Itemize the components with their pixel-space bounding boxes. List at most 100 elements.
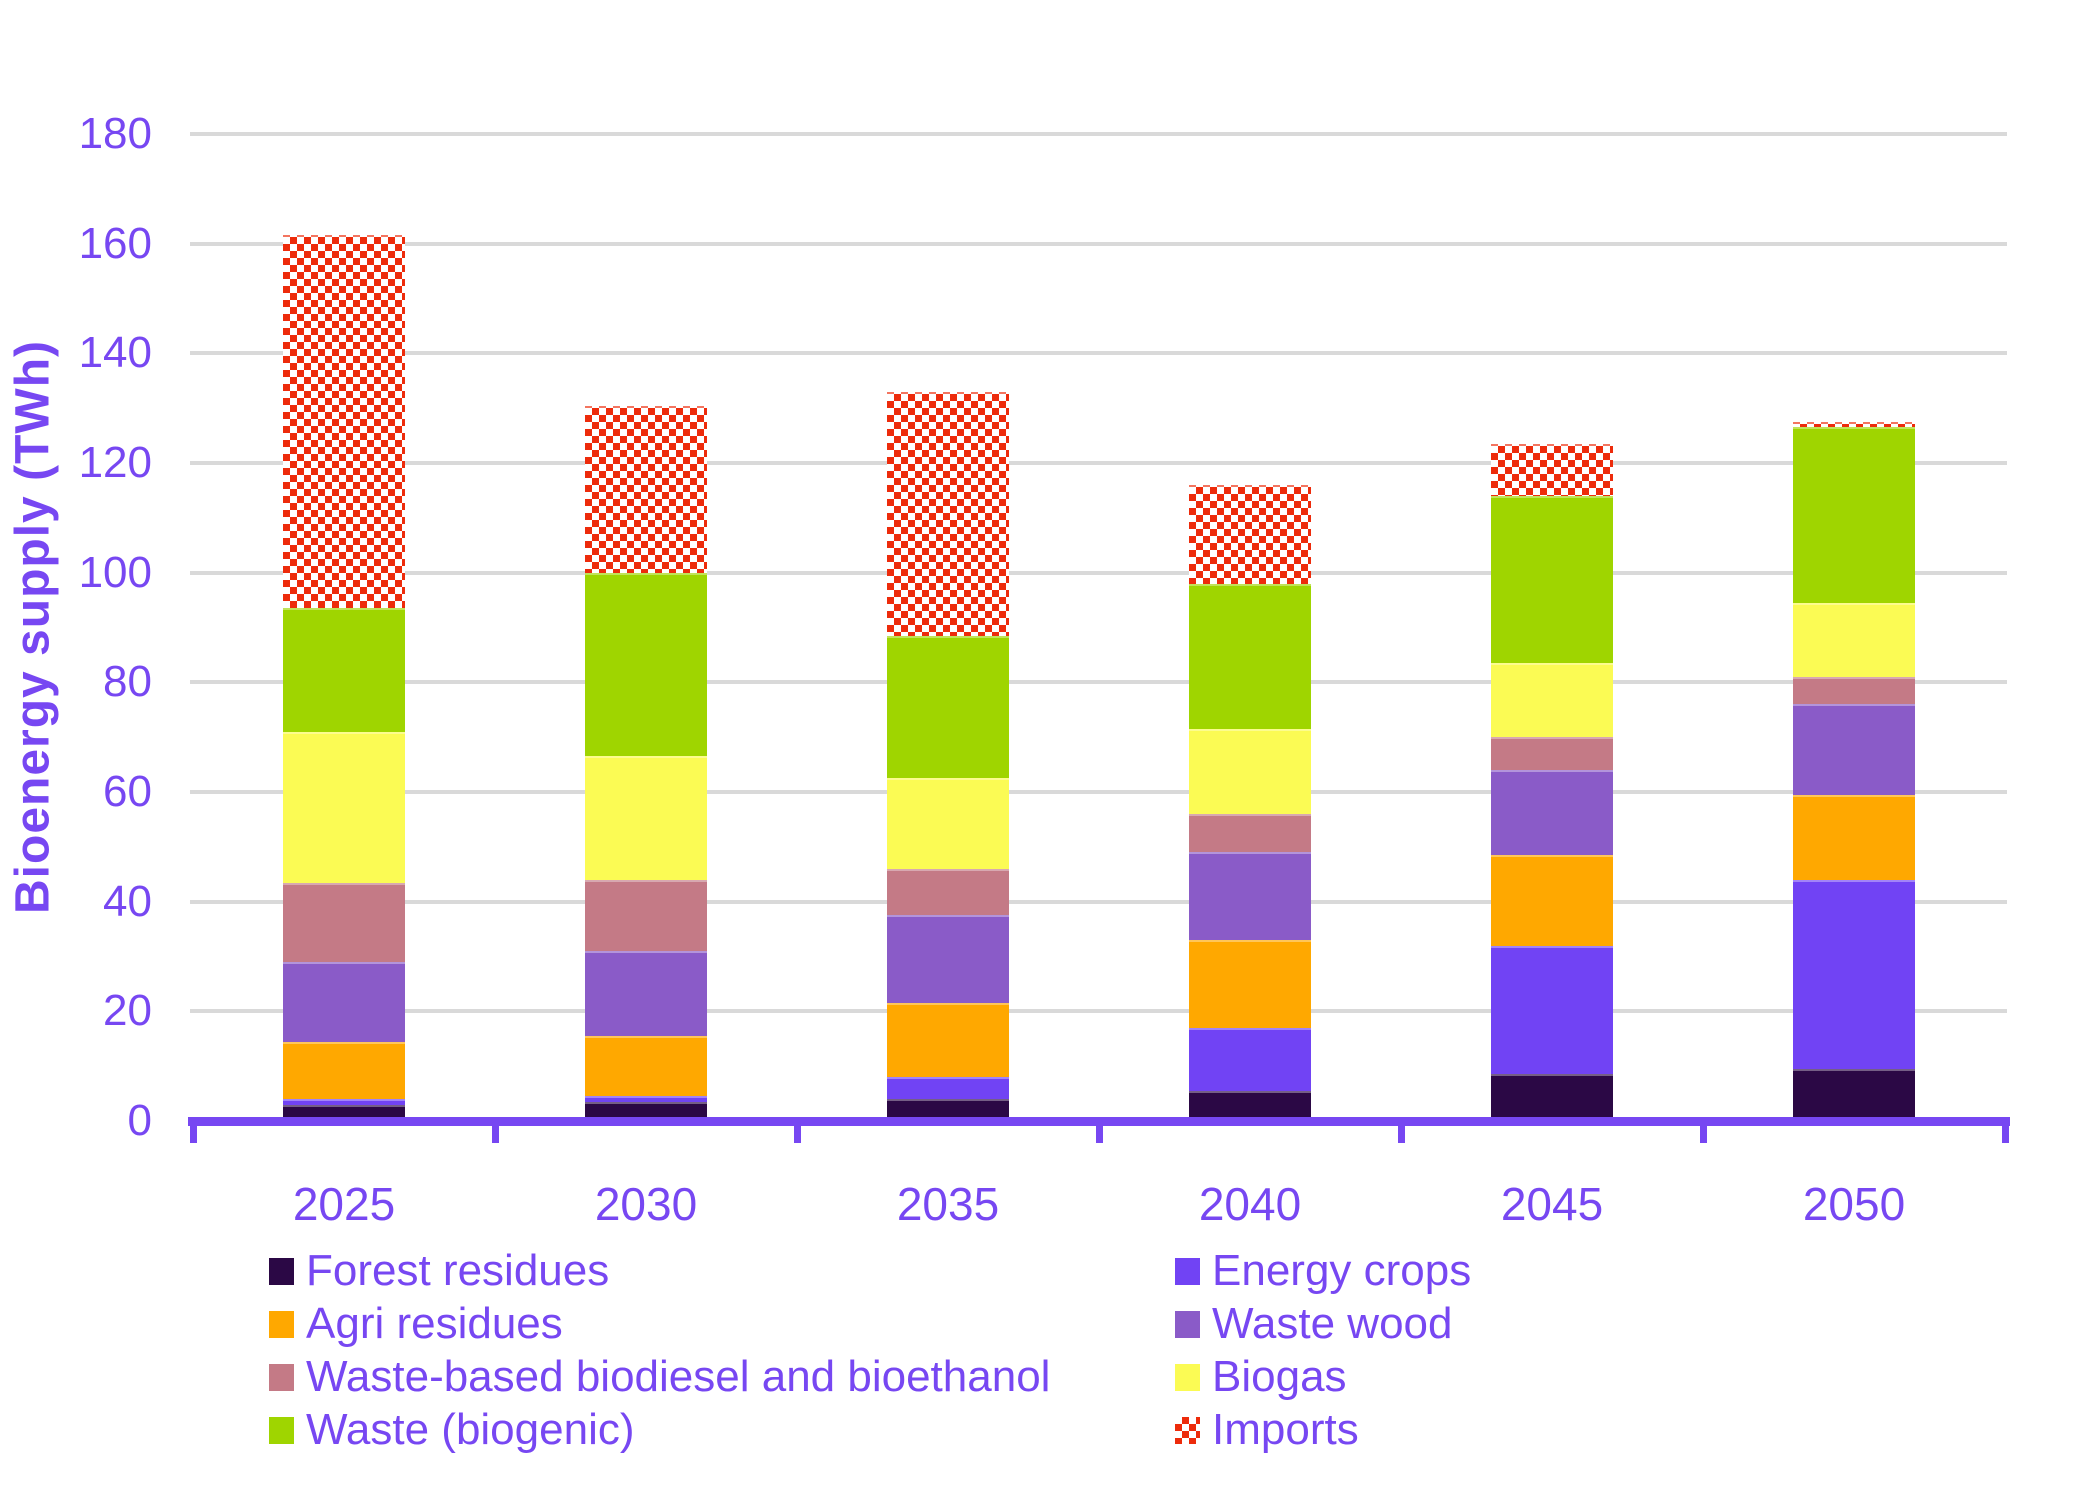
bar-segment-energy-crops-2030 <box>585 1096 707 1102</box>
y-tick-label-180: 180 <box>78 109 152 158</box>
bar-segment-waste-based-biodiesel-and-bioethanol-2050 <box>1793 676 1915 705</box>
y-gridline-120 <box>190 461 2007 465</box>
y-tick-label-160: 160 <box>78 218 152 268</box>
legend-label: Agri residues <box>306 1299 563 1348</box>
bar-segment-energy-crops-2045 <box>1491 945 1613 1075</box>
bar-segment-forest-residues-2040 <box>1189 1090 1311 1121</box>
legend-item-waste-biogenic-: Waste (biogenic) <box>269 1405 1175 1454</box>
bar-segment-imports-2035 <box>887 391 1009 636</box>
y-gridline-80 <box>190 680 2007 685</box>
bar-segment-waste-based-biodiesel-and-bioethanol-2040 <box>1189 813 1311 853</box>
bar-segment-forest-residues-2025 <box>283 1104 405 1121</box>
y-tick-label-20: 20 <box>103 986 152 1036</box>
y-gridline-180 <box>190 132 2007 136</box>
legend-label: Imports <box>1212 1405 1359 1454</box>
bar-segment-waste-wood-2050 <box>1793 704 1915 795</box>
bar-2030 <box>585 134 707 1121</box>
y-gridline-60 <box>190 790 2007 794</box>
bar-segment-imports-2030 <box>585 405 707 573</box>
bar-segment-biogas-2050 <box>1793 602 1915 677</box>
bar-segment-forest-residues-2050 <box>1793 1068 1915 1121</box>
y-gridline-20 <box>190 1009 2007 1014</box>
y-tick-label-0: 0 <box>127 1096 152 1145</box>
x-axis-line <box>188 1117 2010 1126</box>
x-axis-tick-0 <box>190 1117 197 1143</box>
legend-item-imports: Imports <box>1175 1405 1471 1454</box>
bar-segment-agri-residues-2030 <box>585 1036 707 1097</box>
bar-segment-agri-residues-2025 <box>283 1041 405 1100</box>
bar-segment-waste-biogenic--2035 <box>887 635 1009 779</box>
bar-segment-biogas-2045 <box>1491 663 1613 738</box>
bar-segment-agri-residues-2050 <box>1793 794 1915 880</box>
bar-2045 <box>1491 134 1613 1121</box>
legend-label: Waste (biogenic) <box>306 1405 635 1454</box>
x-label-2050: 2050 <box>1802 1178 1906 1230</box>
x-axis-tick-5 <box>1700 1117 1707 1143</box>
x-label-2030: 2030 <box>594 1178 698 1230</box>
legend-item-biogas: Biogas <box>1175 1352 1471 1401</box>
bar-segment-waste-biogenic--2030 <box>585 572 707 757</box>
y-tick-label-40: 40 <box>103 876 152 926</box>
bar-segment-forest-residues-2045 <box>1491 1074 1613 1121</box>
y-gridline-40 <box>190 899 2007 904</box>
bar-segment-forest-residues-2035 <box>887 1099 1009 1121</box>
bar-segment-waste-biogenic--2045 <box>1491 495 1613 664</box>
bar-2040 <box>1189 134 1311 1121</box>
bar-segment-waste-biogenic--2040 <box>1189 583 1311 729</box>
bar-segment-agri-residues-2035 <box>887 1003 1009 1078</box>
y-tick-label-140: 140 <box>78 328 152 378</box>
legend-swatch <box>1175 1416 1200 1444</box>
bar-segment-imports-2040 <box>1189 484 1311 584</box>
bar-segment-waste-biogenic--2050 <box>1793 427 1915 603</box>
legend-item-waste-wood: Waste wood <box>1175 1299 1471 1348</box>
legend-swatch <box>1175 1363 1200 1391</box>
y-tick-label-80: 80 <box>103 657 152 707</box>
bar-segment-biogas-2030 <box>585 756 707 880</box>
bar-segment-forest-residues-2030 <box>585 1101 707 1121</box>
bar-segment-waste-based-biodiesel-and-bioethanol-2025 <box>283 882 405 962</box>
bar-segment-waste-wood-2030 <box>585 951 707 1036</box>
bar-segment-energy-crops-2025 <box>283 1099 405 1105</box>
legend-label: Forest residues <box>306 1246 610 1295</box>
legend-swatch <box>269 1416 294 1444</box>
bar-segment-imports-2045 <box>1491 443 1613 496</box>
bar-segment-imports-2025 <box>283 235 405 609</box>
y-gridline-140 <box>190 351 2007 356</box>
x-label-2045: 2045 <box>1500 1178 1604 1230</box>
x-axis-tick-6 <box>2002 1117 2009 1143</box>
x-label-2040: 2040 <box>1198 1178 1302 1230</box>
y-tick-label-100: 100 <box>78 547 152 597</box>
legend-swatch <box>269 1363 294 1391</box>
bar-segment-agri-residues-2045 <box>1491 855 1613 946</box>
bar-segment-waste-wood-2040 <box>1189 852 1311 941</box>
y-axis-title: Bioenergy supply (TWh) <box>6 340 60 914</box>
y-gridline-160 <box>190 241 2007 246</box>
legend-label: Energy crops <box>1212 1246 1472 1295</box>
bar-segment-energy-crops-2040 <box>1189 1027 1311 1091</box>
legend-swatch <box>1175 1310 1200 1338</box>
bar-2035 <box>887 134 1009 1121</box>
bar-segment-biogas-2035 <box>887 778 1009 869</box>
bar-segment-agri-residues-2040 <box>1189 940 1311 1028</box>
bar-2050 <box>1793 134 1915 1121</box>
bar-segment-waste-wood-2035 <box>887 915 1009 1004</box>
legend-swatch <box>1175 1257 1200 1285</box>
bar-segment-waste-based-biodiesel-and-bioethanol-2030 <box>585 879 707 951</box>
bar-segment-biogas-2025 <box>283 731 405 883</box>
bar-segment-waste-based-biodiesel-and-bioethanol-2045 <box>1491 737 1613 771</box>
bar-segment-imports-2050 <box>1793 421 1915 428</box>
y-tick-label-60: 60 <box>103 767 152 816</box>
y-gridline-100 <box>190 570 2007 575</box>
legend-swatch <box>269 1310 294 1338</box>
x-axis-tick-2 <box>794 1117 801 1143</box>
legend-label: Waste wood <box>1212 1299 1453 1348</box>
x-axis-tick-3 <box>1096 1117 1103 1143</box>
legend-item-waste-based-biodiesel-and-bioethanol: Waste-based biodiesel and bioethanol <box>269 1352 1175 1401</box>
bar-segment-waste-wood-2025 <box>283 962 405 1042</box>
x-label-2035: 2035 <box>896 1178 1000 1230</box>
legend-label: Waste-based biodiesel and bioethanol <box>306 1352 1051 1401</box>
legend-item-agri-residues: Agri residues <box>269 1299 1175 1348</box>
x-axis-tick-4 <box>1398 1117 1405 1143</box>
chart-legend: Forest residues Energy crops Agri residues… <box>269 1246 1471 1454</box>
